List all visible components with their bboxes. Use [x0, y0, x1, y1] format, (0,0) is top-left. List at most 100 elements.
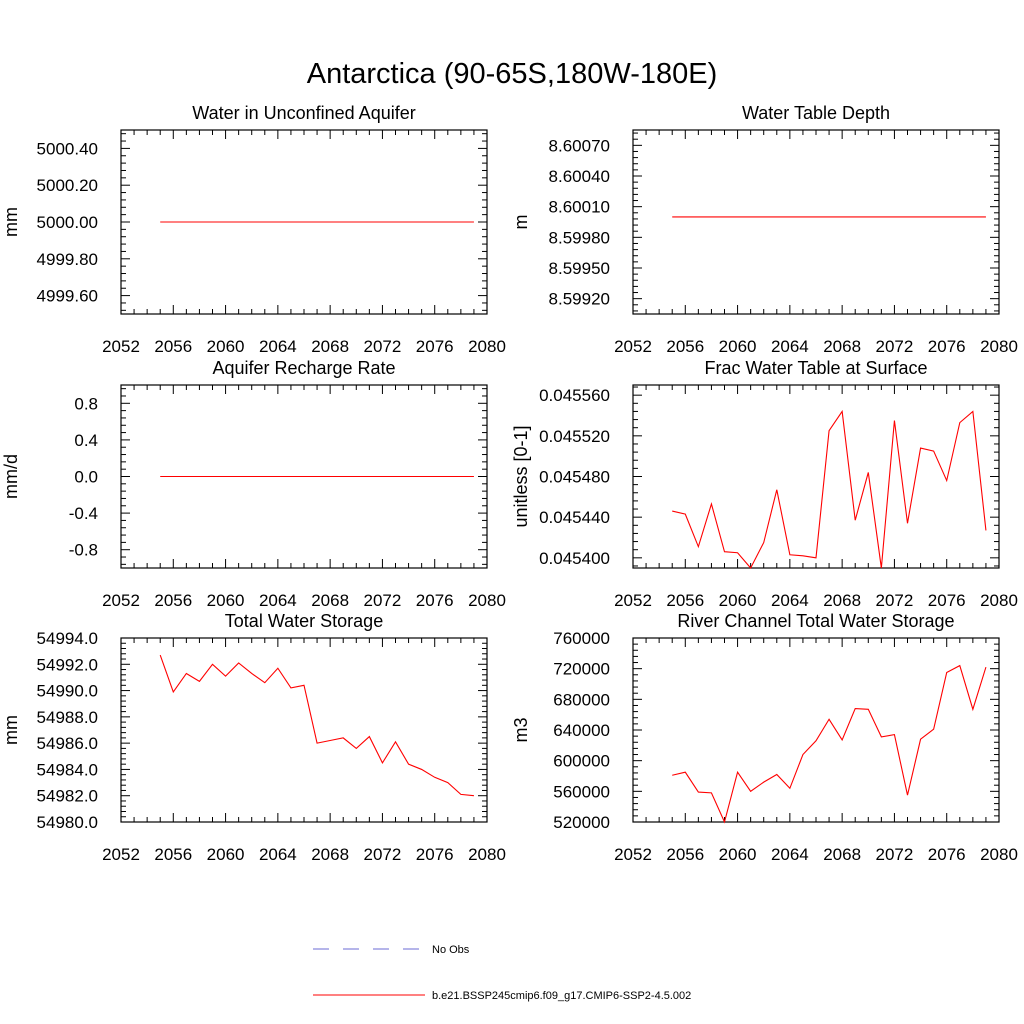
- x-tick-label: 2052: [614, 591, 652, 610]
- legend-label-model: b.e21.BSSP245cmip6.f09_g17.CMIP6-SSP2-4.…: [432, 990, 691, 1002]
- panels: Water in Unconfined Aquifer mm 2052 2056 206…: [1, 103, 1018, 864]
- x-tick-label: 2080: [468, 845, 506, 864]
- x-tick-label: 2064: [259, 845, 297, 864]
- y-tick-label: 4999.80: [37, 250, 98, 269]
- x-tick-label: 2080: [980, 845, 1018, 864]
- x-tick-label: 2056: [666, 845, 704, 864]
- y-tick-label: 54990.0: [37, 682, 98, 701]
- x-tick-label: 2060: [207, 337, 245, 356]
- y-tick-label: 4999.60: [37, 287, 98, 306]
- y-tick-label: -0.8: [69, 541, 98, 560]
- y-axis-label: m3: [511, 717, 531, 742]
- chart-panel: Water Table Depth m 2052 2056 2060 2064 2068 20…: [511, 103, 1018, 356]
- y-axis-label: mm/d: [1, 454, 21, 499]
- x-tick-label: 2060: [719, 591, 757, 610]
- x-tick-label: 2056: [154, 337, 192, 356]
- x-tick-label: 2072: [364, 845, 402, 864]
- chart-title: Water Table Depth: [742, 103, 890, 123]
- x-tick-label: 2056: [154, 845, 192, 864]
- x-tick-label: 2052: [102, 845, 140, 864]
- y-tick-label: 8.59920: [549, 290, 610, 309]
- y-tick-label: 0.045440: [539, 508, 610, 527]
- y-tick-label: 8.59950: [549, 259, 610, 278]
- y-tick-label: 54988.0: [37, 708, 98, 727]
- x-tick-label: 2056: [154, 591, 192, 610]
- y-axis-label: mm: [1, 207, 21, 237]
- x-tick-label: 2060: [207, 845, 245, 864]
- x-tick-label: 2068: [823, 845, 861, 864]
- y-tick-label: 640000: [553, 721, 610, 740]
- y-tick-label: 8.59980: [549, 228, 610, 247]
- chart-title: Total Water Storage: [225, 611, 383, 631]
- x-tick-label: 2068: [823, 591, 861, 610]
- y-tick-label: -0.4: [69, 504, 98, 523]
- chart-panel: Water in Unconfined Aquifer mm 2052 2056 206…: [1, 103, 506, 356]
- x-tick-label: 2064: [259, 591, 297, 610]
- y-tick-label: 560000: [553, 782, 610, 801]
- y-tick-label: 720000: [553, 660, 610, 679]
- x-tick-label: 2080: [468, 337, 506, 356]
- y-tick-label: 680000: [553, 690, 610, 709]
- x-tick-label: 2052: [102, 337, 140, 356]
- y-tick-label: 0.0: [74, 468, 98, 487]
- y-tick-label: 0.045400: [539, 549, 610, 568]
- y-tick-label: 0.045560: [539, 386, 610, 405]
- x-tick-label: 2060: [207, 591, 245, 610]
- plot-frame: [120, 384, 488, 569]
- x-tick-label: 2072: [364, 591, 402, 610]
- series-line: [672, 409, 987, 569]
- x-tick-label: 2064: [771, 337, 809, 356]
- x-tick-label: 2080: [980, 591, 1018, 610]
- y-tick-label: 5000.20: [37, 176, 98, 195]
- chart-title: Frac Water Table at Surface: [704, 358, 927, 378]
- chart-title: Water in Unconfined Aquifer: [192, 103, 415, 123]
- x-tick-label: 2072: [876, 591, 914, 610]
- x-tick-label: 2076: [928, 337, 966, 356]
- legend: No Obs b.e21.BSSP245cmip6.f09_g17.CMIP6-…: [313, 944, 691, 1002]
- plot-frame: [120, 129, 488, 315]
- y-tick-label: 8.60070: [549, 136, 610, 155]
- x-tick-label: 2056: [666, 337, 704, 356]
- y-tick-label: 54994.0: [37, 629, 98, 648]
- page-title: Antarctica (90-65S,180W-180E): [307, 58, 718, 90]
- y-tick-label: 54984.0: [37, 760, 98, 779]
- chart-panel: Aquifer Recharge Rate mm/d 2052 2056 2060 206…: [1, 358, 506, 610]
- x-tick-label: 2076: [928, 845, 966, 864]
- y-tick-label: 5000.40: [37, 139, 98, 158]
- y-tick-label: 54992.0: [37, 655, 98, 674]
- y-tick-label: 54986.0: [37, 734, 98, 753]
- x-tick-label: 2060: [719, 845, 757, 864]
- x-tick-label: 2080: [980, 337, 1018, 356]
- y-tick-label: 8.60010: [549, 198, 610, 217]
- y-tick-label: 0.8: [74, 394, 98, 413]
- y-axis-label: m: [511, 215, 531, 230]
- y-axis-label: mm: [1, 715, 21, 745]
- chart-title: Aquifer Recharge Rate: [212, 358, 395, 378]
- chart-panel: Total Water Storage mm 2052 2056 2060 2064 206…: [1, 611, 506, 864]
- x-tick-label: 2076: [416, 337, 454, 356]
- x-tick-label: 2052: [102, 591, 140, 610]
- plot-frame: [632, 129, 1000, 315]
- x-tick-label: 2072: [876, 337, 914, 356]
- y-axis-label: unitless [0-1]: [511, 425, 531, 527]
- x-tick-label: 2076: [416, 845, 454, 864]
- y-tick-label: 0.045520: [539, 427, 610, 446]
- series-line: [672, 664, 987, 824]
- y-tick-label: 760000: [553, 629, 610, 648]
- x-tick-label: 2064: [771, 591, 809, 610]
- x-tick-label: 2068: [311, 845, 349, 864]
- x-tick-label: 2052: [614, 845, 652, 864]
- x-tick-label: 2076: [416, 591, 454, 610]
- x-tick-label: 2056: [666, 591, 704, 610]
- x-tick-label: 2068: [311, 337, 349, 356]
- x-tick-label: 2052: [614, 337, 652, 356]
- y-tick-label: 0.045480: [539, 468, 610, 487]
- x-tick-label: 2080: [468, 591, 506, 610]
- x-tick-label: 2072: [364, 337, 402, 356]
- x-tick-label: 2064: [259, 337, 297, 356]
- chart-panel: River Channel Total Water Storage m3 2052 2…: [511, 611, 1018, 864]
- x-tick-label: 2064: [771, 845, 809, 864]
- x-tick-label: 2076: [928, 591, 966, 610]
- y-tick-label: 600000: [553, 752, 610, 771]
